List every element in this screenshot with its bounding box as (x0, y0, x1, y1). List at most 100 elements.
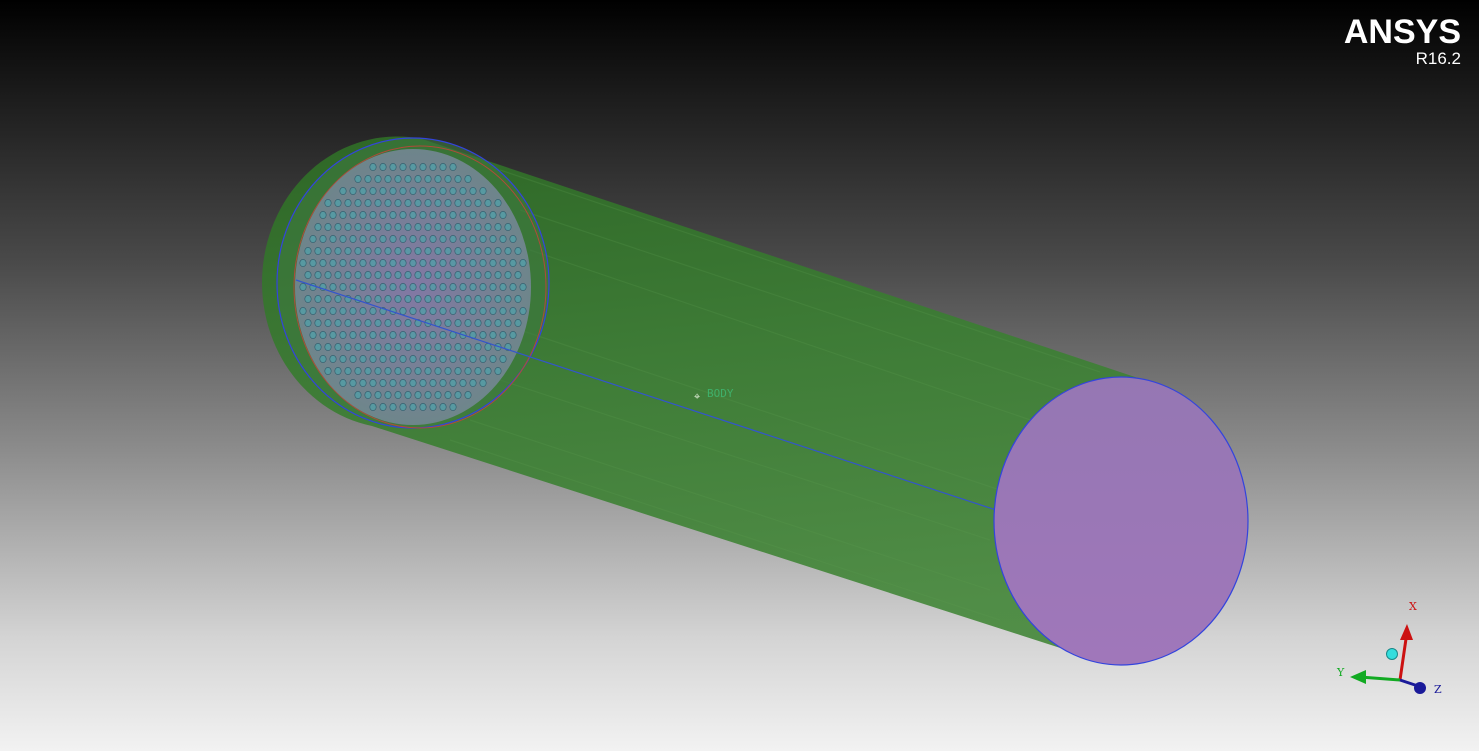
perforation-hole (464, 271, 472, 279)
perforation-hole (439, 235, 447, 243)
perforation-hole (379, 355, 387, 363)
perforation-hole (384, 199, 392, 207)
perforation-hole (329, 283, 337, 291)
perforation-hole (394, 247, 402, 255)
perforation-hole (459, 187, 467, 195)
perforation-hole (399, 211, 407, 219)
perforation-hole (499, 331, 507, 339)
x-arrow-head (1400, 624, 1413, 640)
perforation-hole (389, 403, 397, 411)
perforation-hole (469, 355, 477, 363)
perforation-hole (399, 403, 407, 411)
perforation-hole (309, 331, 317, 339)
perforation-hole (359, 211, 367, 219)
perforation-hole (409, 211, 417, 219)
perforation-hole (504, 223, 512, 231)
outlet-face[interactable] (993, 376, 1249, 666)
perforation-hole (369, 355, 377, 363)
inlet-perforated-face[interactable] (276, 137, 550, 429)
perforation-hole (369, 283, 377, 291)
perforation-hole (399, 259, 407, 267)
perforation-hole (489, 259, 497, 267)
perforation-hole (469, 379, 477, 387)
perforation-hole (339, 283, 347, 291)
perforation-hole (329, 235, 337, 243)
perforation-hole (499, 355, 507, 363)
perforation-hole (434, 367, 442, 375)
perforation-hole (439, 403, 447, 411)
perforation-hole (319, 355, 327, 363)
perforation-hole (469, 307, 477, 315)
isometric-view-ball[interactable] (1386, 648, 1398, 660)
perforation-hole (439, 283, 447, 291)
perforation-hole (389, 187, 397, 195)
perforation-hole (484, 319, 492, 327)
perforation-hole (354, 319, 362, 327)
perforation-hole (334, 343, 342, 351)
perforation-hole (419, 235, 427, 243)
ansys-logo: ANSYS R16.2 (1344, 14, 1461, 68)
perforation-hole (459, 283, 467, 291)
perforation-hole (429, 211, 437, 219)
body-label: BODY (707, 387, 734, 400)
perforation-hole (339, 307, 347, 315)
body-marker-icon: ⌖ (694, 390, 700, 403)
perforation-hole (384, 343, 392, 351)
perforation-hole (459, 211, 467, 219)
perforation-hole (479, 331, 487, 339)
perforation-hole (464, 199, 472, 207)
perforation-hole (499, 283, 507, 291)
perforation-hole (334, 223, 342, 231)
perforation-hole (474, 247, 482, 255)
perforation-hole (349, 235, 357, 243)
perforation-hole (434, 223, 442, 231)
body-marker[interactable]: ⌖ BODY (694, 387, 734, 403)
perforation-hole (334, 247, 342, 255)
perforation-hole (324, 247, 332, 255)
perforation-hole (379, 379, 387, 387)
perforation-hole (509, 259, 517, 267)
perforation-hole (419, 259, 427, 267)
perforation-hole (379, 163, 387, 171)
perforation-hole (449, 235, 457, 243)
perforation-hole (324, 223, 332, 231)
perforation-hole (389, 283, 397, 291)
perforation-hole (424, 271, 432, 279)
perforation-hole (374, 199, 382, 207)
perforation-hole (394, 175, 402, 183)
perforation-hole (504, 247, 512, 255)
perforation-hole (504, 271, 512, 279)
perforation-hole (434, 271, 442, 279)
perforation-hole (399, 331, 407, 339)
perforation-hole (349, 283, 357, 291)
perforation-hole (494, 295, 502, 303)
perforation-hole (464, 391, 472, 399)
perforation-hole (354, 223, 362, 231)
perforation-hole (334, 199, 342, 207)
orientation-triad[interactable]: X Y Z (1336, 600, 1442, 696)
x-axis-label: X (1409, 600, 1417, 613)
perforation-hole (479, 211, 487, 219)
perforation-hole (434, 247, 442, 255)
perforation-hole (384, 247, 392, 255)
perforation-hole (454, 367, 462, 375)
perforation-hole (324, 271, 332, 279)
perforation-hole (459, 379, 467, 387)
perforation-hole (424, 295, 432, 303)
perforation-hole (474, 199, 482, 207)
perforation-hole (499, 307, 507, 315)
perforation-hole (399, 235, 407, 243)
perforation-hole (364, 367, 372, 375)
perforation-hole (479, 283, 487, 291)
perforation-hole (319, 307, 327, 315)
perforation-hole (434, 199, 442, 207)
perforation-hole (514, 271, 522, 279)
perforation-hole (409, 235, 417, 243)
perforation-hole (364, 343, 372, 351)
perforation-hole (479, 259, 487, 267)
perforation-hole (349, 187, 357, 195)
perforation-hole (454, 247, 462, 255)
perforation-hole (304, 319, 312, 327)
